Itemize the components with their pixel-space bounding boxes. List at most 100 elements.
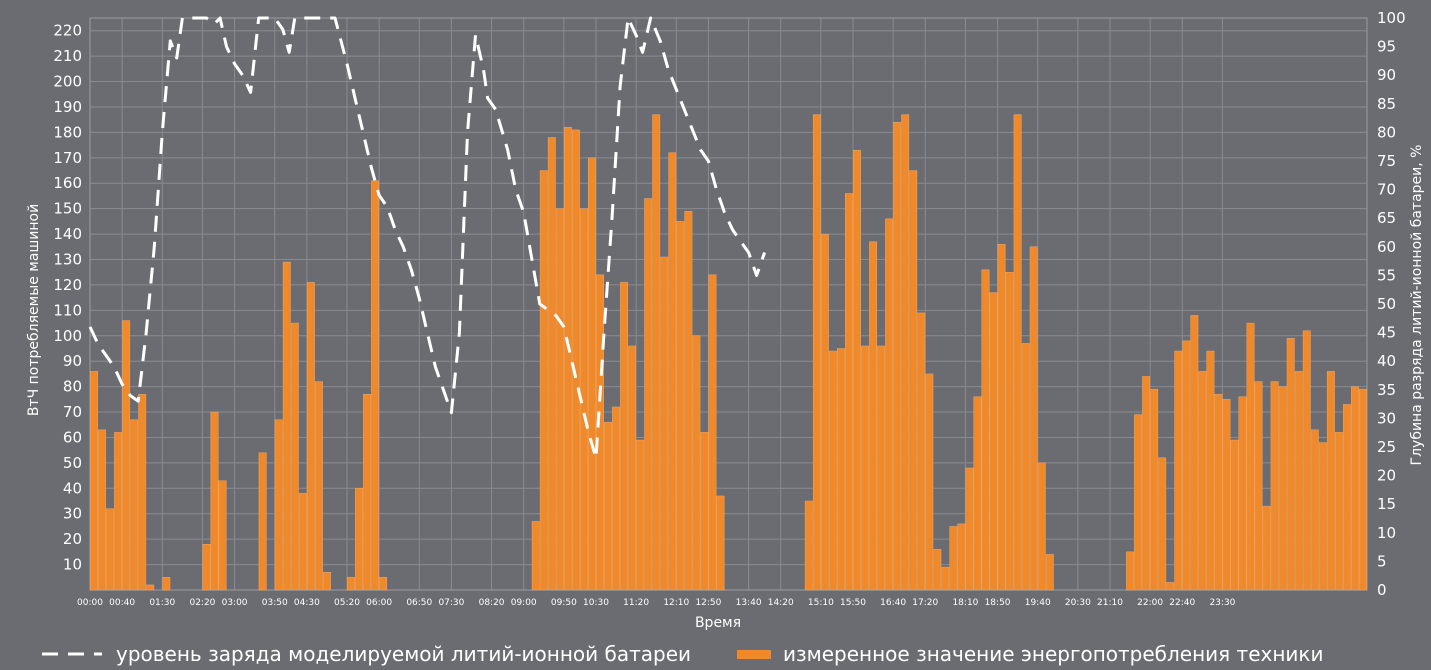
bar (1351, 386, 1359, 591)
legend-item-bars: измеренное значение энергопотребления те… (737, 642, 1324, 666)
y2-tick-label: 65 (1377, 209, 1396, 227)
y2-tick-label: 100 (1377, 9, 1406, 27)
y2-tick-label: 90 (1377, 66, 1396, 84)
y-tick-label: 180 (53, 123, 82, 141)
bar (1359, 388, 1367, 591)
bar (885, 218, 894, 591)
bar (660, 256, 669, 591)
bar (90, 371, 98, 591)
y-tick-label: 30 (63, 505, 82, 523)
bar (98, 429, 106, 591)
x-axis-title: Время (695, 615, 741, 631)
bar (588, 157, 596, 591)
bar (1134, 414, 1143, 591)
x-tick-label: 04:30 (294, 598, 320, 608)
bar (298, 493, 307, 591)
bar (1158, 457, 1167, 591)
bar (547, 137, 556, 591)
bar (957, 523, 966, 591)
bar (877, 345, 886, 591)
x-tick-label: 06:50 (406, 598, 432, 608)
y2-tick-label: 70 (1377, 181, 1396, 199)
bar (652, 114, 661, 591)
bar (804, 500, 813, 591)
y-tick-label: 80 (63, 378, 82, 396)
bar (274, 419, 283, 591)
bar (114, 432, 123, 591)
bar (1174, 350, 1183, 591)
y2-tick-label: 40 (1377, 352, 1396, 370)
y2-tick-label: 45 (1377, 324, 1396, 342)
y2-tick-label: 10 (1377, 524, 1396, 542)
bar (1029, 246, 1038, 591)
bar (845, 193, 853, 591)
y-tick-label: 70 (63, 403, 82, 421)
y-tick-label: 220 (53, 22, 82, 40)
bar (531, 521, 540, 591)
y-tick-label: 120 (53, 276, 82, 294)
y-tick-label: 130 (53, 251, 82, 269)
x-tick-label: 01:30 (149, 598, 175, 608)
y-tick-label: 110 (53, 301, 82, 319)
y2-axis-title: Глубина разряда литий-ионной батареи, % (1409, 145, 1425, 466)
bar (917, 312, 926, 591)
bar (965, 467, 974, 591)
y-tick-label: 100 (53, 327, 82, 345)
y-tick-label: 150 (53, 200, 82, 218)
x-tick-label: 11:20 (623, 598, 649, 608)
bar (355, 488, 363, 591)
bar (812, 114, 821, 591)
y-tick-label: 190 (53, 98, 82, 116)
bar (1326, 371, 1335, 591)
bar (1190, 315, 1199, 591)
bar (1037, 462, 1046, 591)
x-tick-label: 00:00 (77, 598, 103, 608)
bar (644, 198, 653, 591)
bar (604, 422, 612, 591)
bar (571, 129, 580, 591)
x-tick-label: 00:40 (109, 598, 135, 608)
legend: уровень заряда моделируемой литий-ионной… (42, 642, 1324, 666)
bar (628, 345, 637, 591)
bar (323, 572, 331, 591)
y2-tick-label: 0 (1377, 581, 1387, 599)
bar (1142, 376, 1151, 591)
x-tick-label: 18:10 (952, 598, 978, 608)
bar (1222, 399, 1231, 591)
x-tick-label: 19:40 (1025, 598, 1051, 608)
bar (1005, 272, 1014, 591)
bar (1302, 330, 1311, 591)
bar (162, 577, 171, 591)
bar (146, 584, 155, 591)
y2-tick-label: 25 (1377, 438, 1396, 456)
bar (989, 292, 998, 591)
x-tick-label: 17:20 (912, 598, 938, 608)
x-tick-label: 18:50 (985, 598, 1011, 608)
x-tick-label: 03:50 (262, 598, 288, 608)
x-tick-label: 22:40 (1169, 598, 1195, 608)
bar (106, 508, 114, 591)
axes-layer: 1020304050607080901001101201301401501601… (53, 9, 1405, 608)
bar (612, 406, 620, 591)
bar (379, 577, 388, 591)
y-tick-label: 140 (53, 225, 82, 243)
bar (314, 381, 323, 591)
x-tick-label: 03:00 (222, 598, 248, 608)
x-tick-label: 15:10 (808, 598, 834, 608)
bar (122, 320, 131, 591)
y2-tick-label: 20 (1377, 467, 1396, 485)
y-tick-label: 90 (63, 352, 82, 370)
legend-bar-swatch (737, 650, 771, 659)
bar (1278, 386, 1287, 591)
x-tick-label: 02:20 (189, 598, 215, 608)
bar (1343, 404, 1351, 591)
legend-bar-label: измеренное значение энергопотребления те… (783, 642, 1324, 666)
y-tick-label: 170 (53, 149, 82, 167)
bar (1286, 338, 1295, 591)
bar (1238, 396, 1247, 591)
bar (925, 373, 934, 591)
bar (1294, 371, 1303, 591)
bar (941, 566, 950, 591)
y2-tick-label: 50 (1377, 295, 1396, 313)
